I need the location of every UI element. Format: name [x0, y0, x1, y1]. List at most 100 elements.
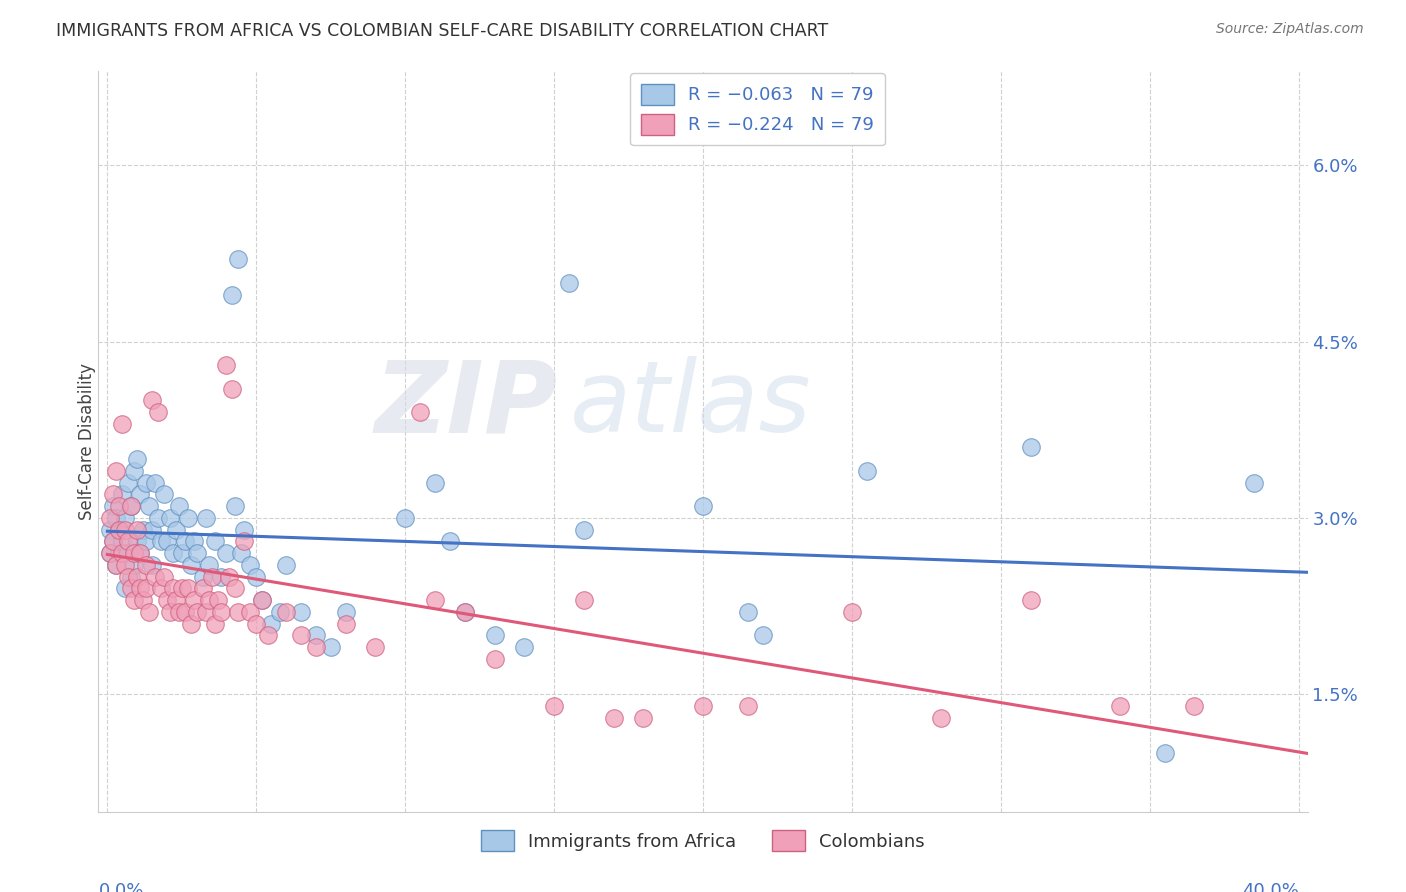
Point [111, 417, 134, 431]
Point [290, 605, 312, 619]
Point [149, 534, 172, 549]
Point [143, 475, 166, 490]
Point [167, 499, 190, 513]
Point [231, 546, 253, 560]
Point [692, 698, 714, 713]
Point [122, 546, 145, 560]
Point [929, 711, 952, 725]
Point [305, 640, 328, 655]
Point [127, 534, 149, 549]
Point [135, 582, 157, 596]
Point [290, 628, 312, 642]
Point [132, 593, 155, 607]
Point [117, 570, 139, 584]
Point [218, 570, 240, 584]
Point [224, 582, 246, 596]
Point [165, 593, 187, 607]
Point [186, 605, 208, 619]
Point [239, 558, 262, 572]
Point [252, 593, 274, 607]
Point [111, 487, 134, 501]
Point [159, 605, 181, 619]
Point [1019, 593, 1042, 607]
Point [98, 546, 121, 560]
Point [98, 523, 121, 537]
Point [105, 558, 128, 572]
Text: atlas: atlas [569, 356, 811, 453]
Point [335, 616, 357, 631]
Point [138, 499, 160, 513]
Point [120, 570, 142, 584]
Point [364, 640, 387, 655]
Point [111, 546, 134, 560]
Point [737, 698, 759, 713]
Text: 40.0%: 40.0% [1241, 882, 1299, 892]
Point [194, 605, 217, 619]
Point [103, 534, 125, 549]
Point [221, 382, 243, 396]
Point [543, 698, 565, 713]
Point [120, 582, 142, 596]
Text: 0.0%: 0.0% [98, 882, 143, 892]
Point [105, 464, 128, 478]
Point [197, 558, 219, 572]
Point [572, 593, 595, 607]
Point [207, 593, 229, 607]
Point [409, 405, 432, 419]
Point [692, 499, 714, 513]
Point [305, 628, 328, 642]
Point [751, 628, 773, 642]
Point [117, 546, 139, 560]
Point [98, 546, 121, 560]
Point [111, 534, 134, 549]
Point [1109, 698, 1132, 713]
Point [108, 523, 131, 537]
Text: Source: ZipAtlas.com: Source: ZipAtlas.com [1216, 22, 1364, 37]
Point [335, 605, 357, 619]
Point [319, 640, 342, 655]
Point [135, 558, 157, 572]
Point [245, 616, 267, 631]
Point [108, 499, 131, 513]
Point [173, 605, 195, 619]
Point [183, 593, 205, 607]
Point [132, 523, 155, 537]
Point [138, 605, 160, 619]
Point [177, 511, 200, 525]
Point [200, 570, 222, 584]
Point [180, 558, 202, 572]
Point [108, 546, 131, 560]
Point [141, 558, 163, 572]
Point [233, 534, 256, 549]
Point [114, 582, 136, 596]
Point [204, 616, 226, 631]
Point [194, 511, 217, 525]
Point [423, 475, 446, 490]
Point [127, 452, 149, 467]
Point [484, 652, 506, 666]
Point [108, 523, 131, 537]
Text: ZIP: ZIP [375, 356, 558, 453]
Legend: Immigrants from Africa, Colombians: Immigrants from Africa, Colombians [474, 823, 932, 858]
Point [141, 523, 163, 537]
Point [204, 534, 226, 549]
Point [454, 605, 477, 619]
Point [127, 570, 149, 584]
Point [117, 475, 139, 490]
Point [1243, 475, 1265, 490]
Point [135, 534, 157, 549]
Point [98, 511, 121, 525]
Point [122, 558, 145, 572]
Point [105, 511, 128, 525]
Point [135, 475, 157, 490]
Point [221, 287, 243, 301]
Point [394, 511, 416, 525]
Point [269, 605, 291, 619]
Point [114, 511, 136, 525]
Point [1184, 698, 1206, 713]
Point [572, 523, 595, 537]
Point [224, 499, 246, 513]
Point [173, 534, 195, 549]
Point [153, 570, 176, 584]
Point [143, 570, 166, 584]
